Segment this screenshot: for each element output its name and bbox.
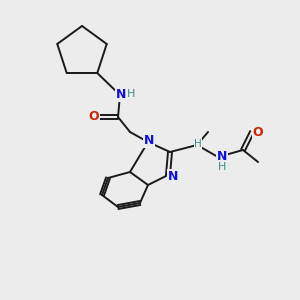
Text: N: N: [217, 151, 227, 164]
Text: O: O: [253, 125, 263, 139]
Text: N: N: [116, 88, 126, 101]
Text: H: H: [127, 89, 135, 99]
Text: N: N: [144, 134, 154, 148]
Text: H: H: [218, 162, 226, 172]
Text: H: H: [194, 139, 202, 149]
Text: N: N: [168, 169, 178, 182]
Text: O: O: [89, 110, 99, 124]
